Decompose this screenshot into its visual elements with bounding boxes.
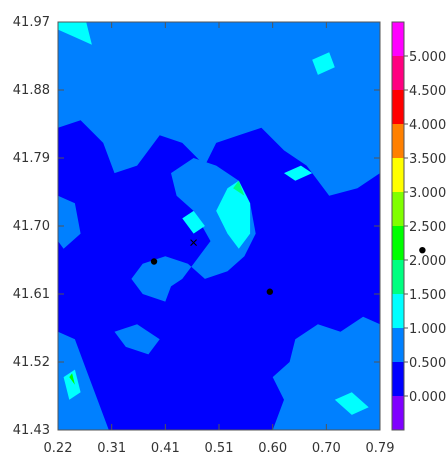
colorbar-swatch-6 bbox=[392, 158, 404, 192]
colorbar-swatch-7 bbox=[392, 124, 404, 158]
x-tick-label: 0.41 bbox=[151, 441, 180, 456]
x-tick-label: 0.70 bbox=[312, 441, 341, 456]
contour-region-5 bbox=[58, 195, 81, 249]
contour-region-1 bbox=[131, 158, 256, 302]
contour-region-14 bbox=[69, 373, 75, 385]
colorbar-label: 1.000 bbox=[409, 322, 446, 337]
marker-x-stroke bbox=[190, 239, 197, 246]
x-tick-label: 0.79 bbox=[366, 441, 395, 456]
y-tick-label: 41.43 bbox=[13, 423, 50, 438]
y-tick-label: 41.97 bbox=[13, 15, 50, 30]
axes: 0.22 0.31 0.41 0.51 0.60 0.70 0.79 41.97 41.88 41… bbox=[13, 15, 395, 456]
colorbar-swatch-4 bbox=[392, 226, 404, 260]
contour-region-6 bbox=[58, 22, 92, 45]
colorbar-swatch-1 bbox=[392, 328, 404, 362]
y-tick-label: 41.79 bbox=[13, 151, 50, 166]
colorbar-swatch-8 bbox=[392, 90, 404, 124]
marker-dot-1 bbox=[266, 288, 274, 295]
contour-region-8 bbox=[182, 210, 205, 234]
y-tick-label: 41.70 bbox=[13, 219, 50, 234]
y-tick-label: 41.61 bbox=[13, 287, 50, 302]
contour-region-4 bbox=[114, 324, 160, 355]
y-tick-label: 41.52 bbox=[13, 355, 50, 370]
x-tick-label: 0.51 bbox=[205, 441, 234, 456]
colorbar-label: 4.000 bbox=[409, 118, 446, 133]
colorbar-label: 2.500 bbox=[409, 220, 446, 235]
colorbar-swatch-9 bbox=[392, 56, 404, 90]
colorbar-label: 5.000 bbox=[409, 50, 446, 65]
colorbar-label: 3.500 bbox=[409, 152, 446, 167]
contour-region-2 bbox=[58, 331, 109, 430]
colorbar-label: 0.500 bbox=[409, 356, 446, 371]
contour-region-9 bbox=[312, 52, 335, 75]
marker-x-2 bbox=[190, 239, 197, 246]
contour-region-12 bbox=[334, 392, 369, 415]
y-tick-label: 41.88 bbox=[13, 83, 50, 98]
colorbar-label: 4.500 bbox=[409, 84, 446, 99]
marker-dot-3 bbox=[419, 246, 426, 254]
contour-region-0 bbox=[58, 22, 380, 196]
colorbar-swatch-3 bbox=[392, 260, 404, 294]
colorbar-swatch-0 bbox=[392, 362, 404, 396]
contour-region-11 bbox=[63, 369, 81, 400]
colorbar-label: 3.000 bbox=[409, 186, 446, 201]
colorbar-swatch-5 bbox=[392, 192, 404, 226]
contour-region-10 bbox=[284, 165, 313, 181]
colorbar-label: 2.000 bbox=[409, 254, 446, 269]
colorbar-swatch-2 bbox=[392, 294, 404, 328]
colorbar-swatch-10 bbox=[392, 22, 404, 56]
colorbar: 0.000 0.500 1.000 1.500 2.000 2.500 3.000 3.500… bbox=[391, 21, 446, 431]
colorbar-swatch-below bbox=[392, 396, 404, 430]
x-tick-label: 0.22 bbox=[44, 441, 73, 456]
colorbar-label: 1.500 bbox=[409, 288, 446, 303]
contour-region-13 bbox=[233, 180, 245, 196]
plot-area bbox=[57, 21, 426, 431]
marker-dot-0 bbox=[150, 258, 158, 265]
colorbar-label: 0.000 bbox=[409, 390, 446, 405]
x-tick-label: 0.60 bbox=[258, 441, 287, 456]
contour-region-7 bbox=[216, 180, 251, 249]
x-tick-label: 0.31 bbox=[97, 441, 126, 456]
